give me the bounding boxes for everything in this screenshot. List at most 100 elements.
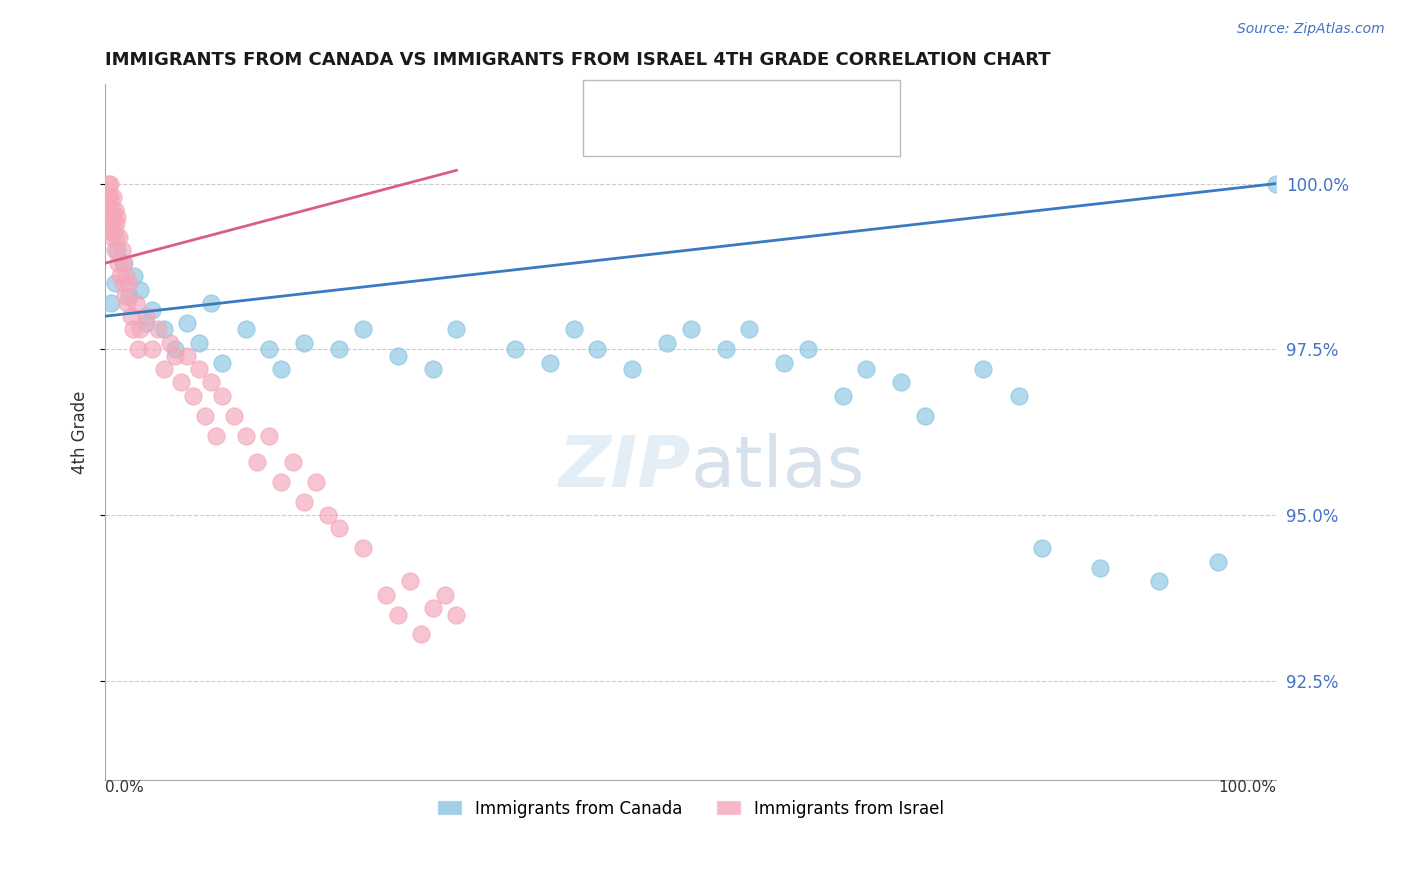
Point <box>176 349 198 363</box>
Point <box>100 203 122 218</box>
Point <box>97 177 120 191</box>
Text: R = 0.493   N = 66: R = 0.493 N = 66 <box>640 125 797 143</box>
Point <box>105 243 128 257</box>
Point <box>328 521 350 535</box>
Point <box>124 269 146 284</box>
Point <box>200 296 222 310</box>
Point <box>714 343 737 357</box>
Point <box>170 376 193 390</box>
Point <box>141 302 163 317</box>
Point <box>105 229 128 244</box>
Point <box>110 243 132 257</box>
Point <box>117 276 139 290</box>
Point <box>97 203 120 218</box>
Point <box>235 428 257 442</box>
Point <box>165 343 187 357</box>
Y-axis label: 4th Grade: 4th Grade <box>72 391 89 474</box>
Point <box>129 322 152 336</box>
Point <box>104 243 127 257</box>
Point <box>146 322 169 336</box>
Point <box>135 309 157 323</box>
Point <box>398 574 420 589</box>
Point <box>110 269 132 284</box>
Point <box>105 210 128 224</box>
Point <box>270 475 292 489</box>
Point <box>352 322 374 336</box>
Point <box>1007 389 1029 403</box>
Point <box>129 283 152 297</box>
Point <box>108 229 131 244</box>
Point <box>187 362 209 376</box>
Point <box>411 627 433 641</box>
Point <box>235 322 257 336</box>
Point <box>257 428 280 442</box>
Point <box>96 210 118 224</box>
Point <box>181 389 204 403</box>
Point <box>538 355 561 369</box>
Point <box>135 316 157 330</box>
Point <box>205 428 228 442</box>
Point <box>1090 561 1112 575</box>
Point <box>387 349 409 363</box>
Point <box>1147 574 1170 589</box>
Point <box>111 276 134 290</box>
Point <box>112 256 135 270</box>
Point <box>107 256 129 270</box>
Point <box>141 343 163 357</box>
Point <box>270 362 292 376</box>
Point <box>120 309 142 323</box>
Point <box>152 322 174 336</box>
Point <box>176 316 198 330</box>
Point <box>422 362 444 376</box>
Point <box>375 588 398 602</box>
Point <box>211 389 233 403</box>
Point <box>657 335 679 350</box>
Point <box>159 335 181 350</box>
Text: 100.0%: 100.0% <box>1218 780 1277 796</box>
Point <box>103 203 125 218</box>
Point <box>187 335 209 350</box>
Point <box>152 362 174 376</box>
Text: Source: ZipAtlas.com: Source: ZipAtlas.com <box>1237 22 1385 37</box>
Point <box>115 269 138 284</box>
Point <box>103 223 125 237</box>
Point <box>972 362 994 376</box>
Point <box>562 322 585 336</box>
Text: R = 0.312   N = 46: R = 0.312 N = 46 <box>640 94 797 112</box>
Point <box>127 343 149 357</box>
Point <box>387 607 409 622</box>
Point <box>1206 554 1229 568</box>
Point <box>103 276 125 290</box>
Point <box>422 601 444 615</box>
Point <box>103 210 125 224</box>
Text: ZIP: ZIP <box>558 433 690 501</box>
Legend: Immigrants from Canada, Immigrants from Israel: Immigrants from Canada, Immigrants from … <box>430 793 950 824</box>
Point <box>100 177 122 191</box>
Point <box>101 190 124 204</box>
Point <box>738 322 761 336</box>
Point <box>200 376 222 390</box>
Point <box>211 355 233 369</box>
Point <box>96 196 118 211</box>
Text: IMMIGRANTS FROM CANADA VS IMMIGRANTS FROM ISRAEL 4TH GRADE CORRELATION CHART: IMMIGRANTS FROM CANADA VS IMMIGRANTS FRO… <box>105 51 1050 69</box>
Point <box>101 229 124 244</box>
Text: 0.0%: 0.0% <box>105 780 143 796</box>
Point <box>621 362 644 376</box>
Point <box>222 409 245 423</box>
Point <box>433 588 456 602</box>
Point <box>1031 541 1053 556</box>
Point <box>100 296 122 310</box>
Point <box>96 190 118 204</box>
Point <box>111 256 134 270</box>
Point <box>316 508 339 522</box>
Point <box>914 409 936 423</box>
Point <box>305 475 328 489</box>
Point <box>679 322 702 336</box>
Point <box>831 389 853 403</box>
Point <box>855 362 877 376</box>
Text: atlas: atlas <box>690 433 865 501</box>
Point <box>796 343 818 357</box>
Point <box>292 335 315 350</box>
Point <box>124 296 146 310</box>
Point <box>586 343 609 357</box>
